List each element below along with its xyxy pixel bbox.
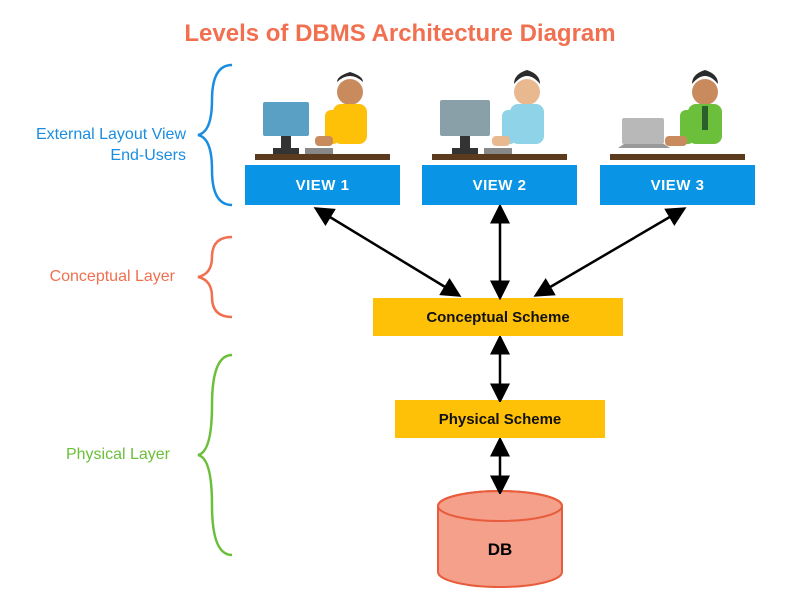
conceptual-brace	[192, 232, 240, 322]
physical-scheme-box: Physical Scheme	[395, 400, 605, 438]
arrow-view3-conceptual	[520, 205, 700, 300]
external-brace	[192, 60, 240, 210]
arrow-physical-db	[488, 438, 512, 494]
arrow-view1-conceptual	[300, 205, 500, 300]
arrow-conceptual-physical	[488, 336, 512, 402]
physical-layer-label: Physical Layer	[50, 445, 170, 466]
view-box-2: VIEW 2	[422, 165, 577, 205]
diagram-title: Levels of DBMS Architecture Diagram	[0, 20, 800, 48]
conceptual-scheme-box: Conceptual Scheme	[373, 298, 623, 336]
user-3	[610, 62, 745, 162]
view-box-3: VIEW 3	[600, 165, 755, 205]
external-label-line2: End-Users	[110, 147, 186, 164]
db-label: DB	[435, 540, 565, 560]
user-1	[255, 62, 390, 162]
external-label-line1: External Layout View	[36, 126, 186, 143]
physical-brace	[192, 350, 240, 560]
external-layer-label: External Layout View End-Users	[18, 125, 186, 167]
arrow-view2-conceptual	[488, 205, 512, 300]
view-box-1: VIEW 1	[245, 165, 400, 205]
user-2	[432, 62, 567, 162]
conceptual-layer-label: Conceptual Layer	[30, 267, 175, 288]
